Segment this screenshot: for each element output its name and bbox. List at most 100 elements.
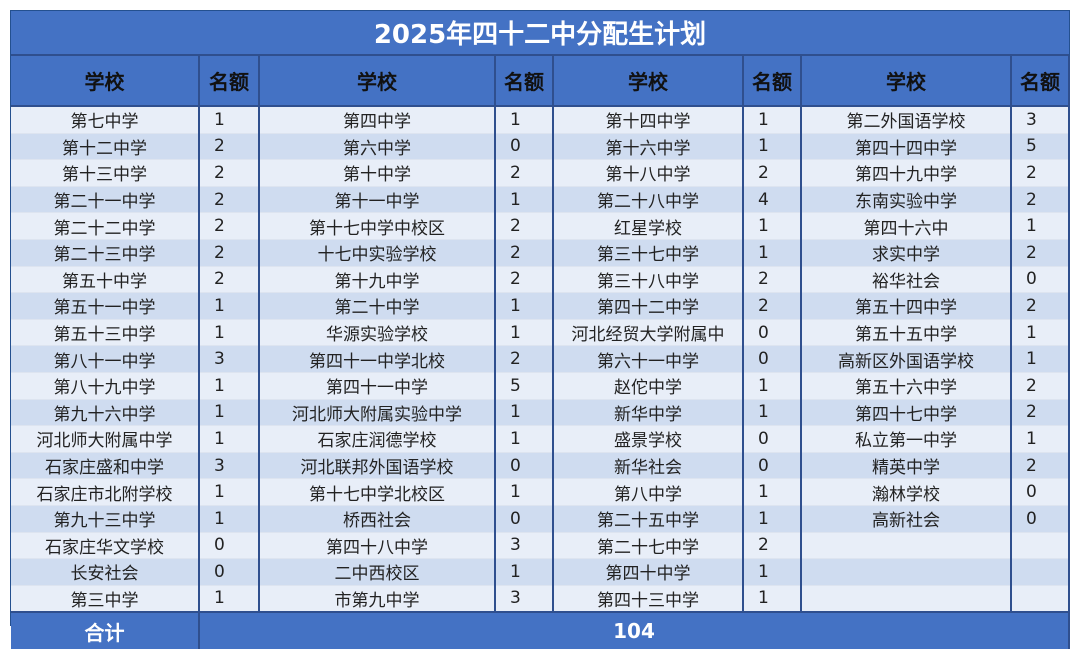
school-cell: 第二外国语学校 bbox=[801, 106, 1012, 134]
header-school: 学校 bbox=[553, 56, 744, 107]
school-cell: 第十七中学中校区 bbox=[259, 212, 496, 240]
quota-cell: 2 bbox=[743, 159, 802, 187]
quota-cell: 2 bbox=[1011, 372, 1070, 400]
school-cell: 第五十五中学 bbox=[801, 319, 1012, 347]
table-row: 第十二中学 2 第六中学 0 第十六中学 1 第四十四中学 5 bbox=[11, 133, 1070, 161]
quota-cell: 4 bbox=[743, 186, 802, 214]
quota-cell: 3 bbox=[495, 585, 554, 613]
school-cell bbox=[801, 558, 1012, 586]
table-row: 河北师大附属中学 1 石家庄润德学校 1 盛景学校 0 私立第一中学 1 bbox=[11, 425, 1070, 453]
school-cell: 求实中学 bbox=[801, 239, 1012, 267]
school-cell: 长安社会 bbox=[11, 558, 200, 586]
quota-cell: 1 bbox=[199, 319, 260, 347]
school-cell: 盛景学校 bbox=[553, 425, 744, 453]
table-title: 2025年四十二中分配生计划 bbox=[11, 11, 1069, 56]
school-cell: 第十九中学 bbox=[259, 266, 496, 294]
table-row: 石家庄盛和中学 3 河北联邦外国语学校 0 新华社会 0 精英中学 2 bbox=[11, 452, 1070, 480]
quota-cell: 1 bbox=[743, 212, 802, 240]
school-cell: 石家庄市北附学校 bbox=[11, 478, 200, 506]
quota-cell: 1 bbox=[743, 558, 802, 586]
quota-cell: 3 bbox=[199, 345, 260, 373]
school-cell: 二中西校区 bbox=[259, 558, 496, 586]
quota-cell: 1 bbox=[199, 505, 260, 533]
quota-cell: 2 bbox=[199, 133, 260, 161]
quota-cell: 1 bbox=[495, 186, 554, 214]
quota-cell: 2 bbox=[743, 266, 802, 294]
school-cell: 第二十五中学 bbox=[553, 505, 744, 533]
quota-cell: 1 bbox=[743, 106, 802, 134]
quota-cell: 2 bbox=[199, 239, 260, 267]
total-row: 合计 104 bbox=[11, 611, 1070, 649]
quota-cell: 1 bbox=[199, 425, 260, 453]
quota-cell: 2 bbox=[1011, 452, 1070, 480]
quota-cell: 5 bbox=[495, 372, 554, 400]
school-cell: 新华中学 bbox=[553, 399, 744, 427]
table-row: 第五十中学 2 第十九中学 2 第三十八中学 2 裕华社会 0 bbox=[11, 266, 1070, 294]
school-cell: 第四十中学 bbox=[553, 558, 744, 586]
school-cell: 第十中学 bbox=[259, 159, 496, 187]
table-row: 第五十一中学 1 第二十中学 1 第四十二中学 2 第五十四中学 2 bbox=[11, 292, 1070, 320]
quota-cell: 2 bbox=[495, 212, 554, 240]
quota-cell: 1 bbox=[1011, 212, 1070, 240]
quota-cell: 3 bbox=[199, 452, 260, 480]
table-body: 第七中学 1 第四中学 1 第十四中学 1 第二外国语学校 3 第十二中学 2 第六中学 0 第十六中学… bbox=[11, 106, 1070, 613]
school-cell: 河北联邦外国语学校 bbox=[259, 452, 496, 480]
quota-cell: 3 bbox=[495, 532, 554, 560]
quota-cell: 1 bbox=[199, 478, 260, 506]
header-school: 学校 bbox=[801, 56, 1012, 107]
school-cell: 第三十七中学 bbox=[553, 239, 744, 267]
school-cell: 红星学校 bbox=[553, 212, 744, 240]
school-cell: 高新社会 bbox=[801, 505, 1012, 533]
quota-cell: 1 bbox=[199, 399, 260, 427]
school-cell: 第五十三中学 bbox=[11, 319, 200, 347]
quota-cell: 2 bbox=[1011, 292, 1070, 320]
header-quota: 名额 bbox=[743, 56, 802, 107]
school-cell: 第四十四中学 bbox=[801, 133, 1012, 161]
quota-cell: 2 bbox=[495, 159, 554, 187]
quota-cell: 0 bbox=[743, 345, 802, 373]
table-row: 长安社会 0 二中西校区 1 第四十中学 1 bbox=[11, 558, 1070, 586]
school-cell: 十七中实验学校 bbox=[259, 239, 496, 267]
school-cell: 第四十一中学北校 bbox=[259, 345, 496, 373]
school-cell: 裕华社会 bbox=[801, 266, 1012, 294]
header-quota: 名额 bbox=[495, 56, 554, 107]
quota-cell: 2 bbox=[199, 159, 260, 187]
school-cell: 第二十三中学 bbox=[11, 239, 200, 267]
school-cell: 第二十七中学 bbox=[553, 532, 744, 560]
school-cell: 第三十八中学 bbox=[553, 266, 744, 294]
quota-cell: 2 bbox=[495, 345, 554, 373]
quota-cell: 1 bbox=[495, 106, 554, 134]
quota-cell: 0 bbox=[495, 505, 554, 533]
quota-cell: 2 bbox=[199, 266, 260, 294]
school-cell: 第四中学 bbox=[259, 106, 496, 134]
table-row: 第二十三中学 2 十七中实验学校 2 第三十七中学 1 求实中学 2 bbox=[11, 239, 1070, 267]
quota-cell: 1 bbox=[199, 106, 260, 134]
quota-cell: 0 bbox=[495, 452, 554, 480]
quota-cell: 1 bbox=[495, 478, 554, 506]
quota-cell bbox=[1011, 532, 1070, 560]
school-cell: 高新区外国语学校 bbox=[801, 345, 1012, 373]
school-cell: 第八十九中学 bbox=[11, 372, 200, 400]
school-cell: 华源实验学校 bbox=[259, 319, 496, 347]
school-cell: 第五十中学 bbox=[11, 266, 200, 294]
school-cell: 第五十六中学 bbox=[801, 372, 1012, 400]
quota-cell: 1 bbox=[743, 239, 802, 267]
table-row: 石家庄华文学校 0 第四十八中学 3 第二十七中学 2 bbox=[11, 532, 1070, 560]
school-cell: 河北师大附属中学 bbox=[11, 425, 200, 453]
header-quota: 名额 bbox=[199, 56, 260, 107]
quota-cell: 0 bbox=[743, 425, 802, 453]
quota-cell: 1 bbox=[199, 372, 260, 400]
school-cell: 第四十九中学 bbox=[801, 159, 1012, 187]
school-cell: 第九十六中学 bbox=[11, 399, 200, 427]
school-cell: 第七中学 bbox=[11, 106, 200, 134]
quota-cell: 1 bbox=[495, 425, 554, 453]
quota-cell: 1 bbox=[199, 585, 260, 613]
quota-cell: 0 bbox=[1011, 478, 1070, 506]
quota-cell: 0 bbox=[1011, 505, 1070, 533]
quota-cell: 2 bbox=[495, 266, 554, 294]
quota-cell: 1 bbox=[743, 478, 802, 506]
school-cell: 第十六中学 bbox=[553, 133, 744, 161]
school-cell: 第九十三中学 bbox=[11, 505, 200, 533]
quota-table: 学校 名额 学校 名额 学校 名额 学校 名额 第七中学 1 第四中学 1 第十四中学 1… bbox=[11, 56, 1070, 649]
quota-cell: 2 bbox=[743, 292, 802, 320]
